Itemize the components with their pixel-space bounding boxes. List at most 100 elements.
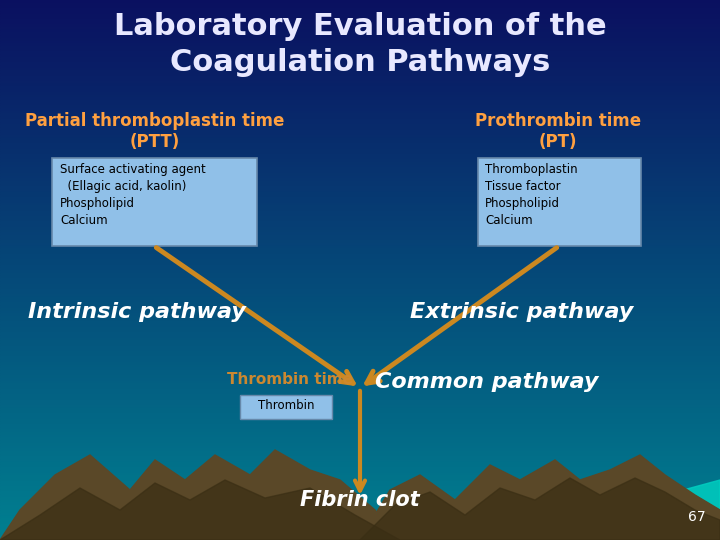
Bar xyxy=(0,502,720,505)
Bar xyxy=(0,464,720,467)
Bar xyxy=(0,375,720,378)
Bar xyxy=(0,335,720,338)
Bar xyxy=(0,105,720,108)
Bar xyxy=(0,135,720,138)
Bar xyxy=(0,300,720,302)
Bar xyxy=(0,292,720,294)
Text: Common pathway: Common pathway xyxy=(375,372,598,392)
Bar xyxy=(0,364,720,367)
Bar xyxy=(0,518,720,521)
Bar xyxy=(0,273,720,275)
Bar xyxy=(0,294,720,297)
Bar xyxy=(0,176,720,178)
Bar xyxy=(0,78,720,81)
Bar xyxy=(0,224,720,227)
Bar xyxy=(0,302,720,305)
Text: Laboratory Evaluation of the
Coagulation Pathways: Laboratory Evaluation of the Coagulation… xyxy=(114,12,606,77)
Bar xyxy=(0,486,720,489)
Bar xyxy=(0,510,720,513)
Bar xyxy=(0,289,720,292)
Bar xyxy=(0,462,720,464)
Bar xyxy=(0,248,720,251)
Bar xyxy=(0,197,720,200)
Bar xyxy=(0,181,720,184)
Bar xyxy=(0,89,720,92)
Bar xyxy=(0,159,720,162)
Bar xyxy=(0,5,720,8)
Bar xyxy=(0,251,720,254)
Bar xyxy=(0,278,720,281)
Bar xyxy=(0,386,720,389)
Bar xyxy=(0,81,720,84)
Bar xyxy=(0,416,720,418)
Bar xyxy=(0,521,720,524)
Bar xyxy=(0,38,720,40)
Bar xyxy=(0,143,720,146)
Bar xyxy=(0,440,720,443)
Polygon shape xyxy=(0,450,400,540)
Bar xyxy=(0,284,720,286)
Bar xyxy=(0,535,720,537)
Bar xyxy=(0,157,720,159)
Bar xyxy=(0,397,720,400)
Bar xyxy=(0,262,720,265)
Bar xyxy=(0,130,720,132)
Bar xyxy=(0,467,720,470)
Bar xyxy=(0,3,720,5)
Bar xyxy=(0,305,720,308)
Bar xyxy=(0,200,720,202)
Bar xyxy=(0,192,720,194)
Bar xyxy=(0,194,720,197)
Bar xyxy=(0,456,720,459)
Bar xyxy=(0,202,720,205)
Bar xyxy=(0,238,720,240)
FancyBboxPatch shape xyxy=(240,395,332,419)
Bar xyxy=(0,11,720,14)
Bar xyxy=(0,113,720,116)
Bar xyxy=(0,475,720,478)
Bar xyxy=(0,481,720,483)
Bar xyxy=(0,22,720,24)
Bar xyxy=(0,92,720,94)
Bar xyxy=(0,354,720,356)
Bar xyxy=(0,267,720,270)
FancyBboxPatch shape xyxy=(478,158,641,246)
Text: Fibrin clot: Fibrin clot xyxy=(300,490,420,510)
Bar xyxy=(0,389,720,392)
Polygon shape xyxy=(360,478,720,540)
Text: Partial thromboplastin time
(PTT): Partial thromboplastin time (PTT) xyxy=(25,112,284,151)
Bar xyxy=(0,68,720,70)
Bar xyxy=(0,235,720,238)
Text: Intrinsic pathway: Intrinsic pathway xyxy=(28,302,246,322)
Text: Thromboplastin
Tissue factor
Phospholipid
Calcium: Thromboplastin Tissue factor Phospholipi… xyxy=(485,163,577,227)
Bar xyxy=(0,76,720,78)
Bar xyxy=(0,513,720,516)
Bar xyxy=(0,348,720,351)
Bar xyxy=(0,381,720,383)
Bar xyxy=(0,57,720,59)
Text: 67: 67 xyxy=(688,510,706,524)
Bar xyxy=(0,178,720,181)
Bar xyxy=(0,524,720,526)
Bar xyxy=(0,491,720,494)
FancyBboxPatch shape xyxy=(52,158,257,246)
Bar xyxy=(0,526,720,529)
Bar xyxy=(0,246,720,248)
Bar xyxy=(0,321,720,324)
Bar xyxy=(0,205,720,208)
Bar xyxy=(0,400,720,402)
Bar xyxy=(0,472,720,475)
Bar xyxy=(0,213,720,216)
Bar xyxy=(0,211,720,213)
Bar xyxy=(0,19,720,22)
Bar xyxy=(0,343,720,346)
Bar xyxy=(0,378,720,381)
Bar xyxy=(0,59,720,62)
Bar xyxy=(0,265,720,267)
Bar xyxy=(0,167,720,170)
Bar xyxy=(0,367,720,370)
Bar xyxy=(0,43,720,46)
Polygon shape xyxy=(360,455,720,540)
Bar xyxy=(0,537,720,540)
Bar xyxy=(0,208,720,211)
